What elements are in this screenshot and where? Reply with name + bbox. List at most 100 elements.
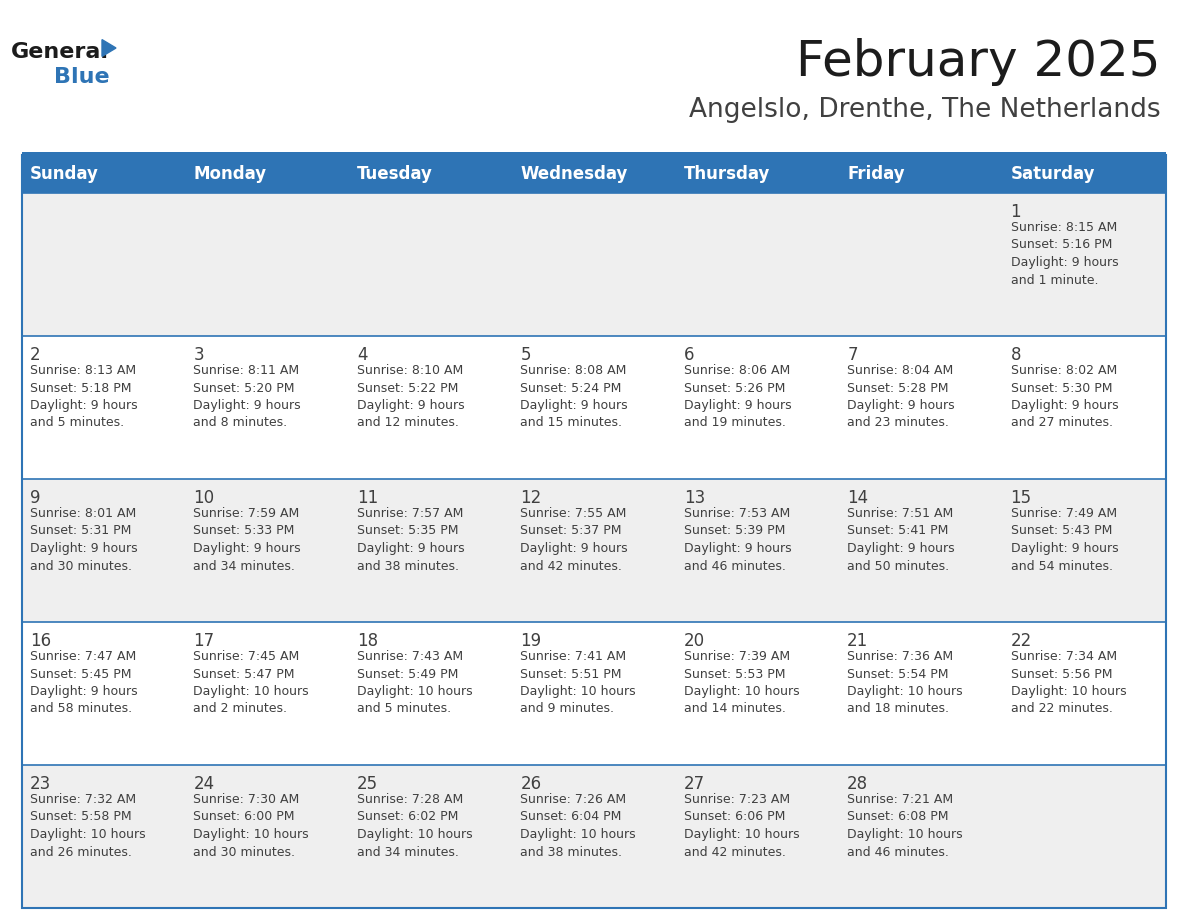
Text: 9: 9 [30,489,40,507]
Text: Sunrise: 7:26 AM
Sunset: 6:04 PM
Daylight: 10 hours
and 38 minutes.: Sunrise: 7:26 AM Sunset: 6:04 PM Dayligh… [520,793,636,858]
Text: 4: 4 [356,346,367,364]
Bar [349,479,512,622]
Bar [23,152,1165,155]
Bar [185,155,349,193]
Text: Sunrise: 7:49 AM
Sunset: 5:43 PM
Daylight: 9 hours
and 54 minutes.: Sunrise: 7:49 AM Sunset: 5:43 PM Dayligh… [1011,507,1118,573]
Text: Sunrise: 7:51 AM
Sunset: 5:41 PM
Daylight: 9 hours
and 50 minutes.: Sunrise: 7:51 AM Sunset: 5:41 PM Dayligh… [847,507,955,573]
Text: Thursday: Thursday [684,165,770,183]
Text: 13: 13 [684,489,704,507]
Text: Sunrise: 8:08 AM
Sunset: 5:24 PM
Daylight: 9 hours
and 15 minutes.: Sunrise: 8:08 AM Sunset: 5:24 PM Dayligh… [520,364,628,430]
Bar [1003,622,1165,765]
Bar [23,622,185,765]
Text: Sunrise: 7:43 AM
Sunset: 5:49 PM
Daylight: 10 hours
and 5 minutes.: Sunrise: 7:43 AM Sunset: 5:49 PM Dayligh… [356,650,473,715]
Text: Blue: Blue [55,67,109,87]
Text: Sunrise: 7:47 AM
Sunset: 5:45 PM
Daylight: 9 hours
and 58 minutes.: Sunrise: 7:47 AM Sunset: 5:45 PM Dayligh… [30,650,138,715]
Text: February 2025: February 2025 [796,38,1161,86]
Bar [23,155,1165,908]
Text: Sunrise: 8:11 AM
Sunset: 5:20 PM
Daylight: 9 hours
and 8 minutes.: Sunrise: 8:11 AM Sunset: 5:20 PM Dayligh… [194,364,301,430]
Bar [839,336,1003,479]
Text: 19: 19 [520,632,542,650]
Text: 18: 18 [356,632,378,650]
Text: Sunrise: 8:10 AM
Sunset: 5:22 PM
Daylight: 9 hours
and 12 minutes.: Sunrise: 8:10 AM Sunset: 5:22 PM Dayligh… [356,364,465,430]
Bar [185,336,349,479]
Text: Friday: Friday [847,165,905,183]
Text: 15: 15 [1011,489,1031,507]
Text: 12: 12 [520,489,542,507]
Text: Sunrise: 8:04 AM
Sunset: 5:28 PM
Daylight: 9 hours
and 23 minutes.: Sunrise: 8:04 AM Sunset: 5:28 PM Dayligh… [847,364,955,430]
Bar [676,622,839,765]
Text: 16: 16 [30,632,51,650]
Text: 22: 22 [1011,632,1032,650]
Bar [349,155,512,193]
Text: Sunrise: 7:36 AM
Sunset: 5:54 PM
Daylight: 10 hours
and 18 minutes.: Sunrise: 7:36 AM Sunset: 5:54 PM Dayligh… [847,650,962,715]
Bar [349,622,512,765]
Text: Monday: Monday [194,165,266,183]
Text: Sunrise: 7:39 AM
Sunset: 5:53 PM
Daylight: 10 hours
and 14 minutes.: Sunrise: 7:39 AM Sunset: 5:53 PM Dayligh… [684,650,800,715]
Text: Sunrise: 7:41 AM
Sunset: 5:51 PM
Daylight: 10 hours
and 9 minutes.: Sunrise: 7:41 AM Sunset: 5:51 PM Dayligh… [520,650,636,715]
Text: 23: 23 [30,775,51,793]
Text: 3: 3 [194,346,204,364]
Text: Wednesday: Wednesday [520,165,627,183]
Text: 27: 27 [684,775,704,793]
Bar [676,479,839,622]
Bar [23,479,185,622]
Text: General: General [11,42,109,62]
Bar [349,765,512,908]
Bar [512,765,676,908]
Bar [1003,155,1165,193]
Text: 24: 24 [194,775,215,793]
Bar [1003,765,1165,908]
Bar [23,193,185,336]
Bar [512,622,676,765]
Bar [23,155,185,193]
Text: Tuesday: Tuesday [356,165,432,183]
Text: Sunrise: 8:13 AM
Sunset: 5:18 PM
Daylight: 9 hours
and 5 minutes.: Sunrise: 8:13 AM Sunset: 5:18 PM Dayligh… [30,364,138,430]
Text: 21: 21 [847,632,868,650]
Text: 2: 2 [30,346,40,364]
Bar [349,336,512,479]
Text: 8: 8 [1011,346,1020,364]
Text: 14: 14 [847,489,868,507]
Bar [185,622,349,765]
Bar [1003,193,1165,336]
Text: 7: 7 [847,346,858,364]
Bar [185,193,349,336]
Bar [512,336,676,479]
Text: 20: 20 [684,632,704,650]
Text: Sunrise: 7:23 AM
Sunset: 6:06 PM
Daylight: 10 hours
and 42 minutes.: Sunrise: 7:23 AM Sunset: 6:06 PM Dayligh… [684,793,800,858]
Text: 25: 25 [356,775,378,793]
Bar [676,336,839,479]
Text: Sunrise: 7:45 AM
Sunset: 5:47 PM
Daylight: 10 hours
and 2 minutes.: Sunrise: 7:45 AM Sunset: 5:47 PM Dayligh… [194,650,309,715]
Text: Sunrise: 7:55 AM
Sunset: 5:37 PM
Daylight: 9 hours
and 42 minutes.: Sunrise: 7:55 AM Sunset: 5:37 PM Dayligh… [520,507,628,573]
Text: 28: 28 [847,775,868,793]
Bar [23,765,185,908]
Text: Sunrise: 8:06 AM
Sunset: 5:26 PM
Daylight: 9 hours
and 19 minutes.: Sunrise: 8:06 AM Sunset: 5:26 PM Dayligh… [684,364,791,430]
Text: 10: 10 [194,489,215,507]
Bar [839,155,1003,193]
Bar [839,193,1003,336]
Bar [839,765,1003,908]
Text: Sunrise: 7:30 AM
Sunset: 6:00 PM
Daylight: 10 hours
and 30 minutes.: Sunrise: 7:30 AM Sunset: 6:00 PM Dayligh… [194,793,309,858]
Bar [839,479,1003,622]
Text: Sunday: Sunday [30,165,99,183]
Bar [1003,479,1165,622]
Text: Sunrise: 7:59 AM
Sunset: 5:33 PM
Daylight: 9 hours
and 34 minutes.: Sunrise: 7:59 AM Sunset: 5:33 PM Dayligh… [194,507,301,573]
Text: Sunrise: 7:21 AM
Sunset: 6:08 PM
Daylight: 10 hours
and 46 minutes.: Sunrise: 7:21 AM Sunset: 6:08 PM Dayligh… [847,793,962,858]
Bar [512,193,676,336]
Text: 17: 17 [194,632,215,650]
Text: Sunrise: 7:28 AM
Sunset: 6:02 PM
Daylight: 10 hours
and 34 minutes.: Sunrise: 7:28 AM Sunset: 6:02 PM Dayligh… [356,793,473,858]
Text: Sunrise: 7:34 AM
Sunset: 5:56 PM
Daylight: 10 hours
and 22 minutes.: Sunrise: 7:34 AM Sunset: 5:56 PM Dayligh… [1011,650,1126,715]
Text: Sunrise: 8:01 AM
Sunset: 5:31 PM
Daylight: 9 hours
and 30 minutes.: Sunrise: 8:01 AM Sunset: 5:31 PM Dayligh… [30,507,138,573]
Bar [185,765,349,908]
Bar [676,155,839,193]
Bar [185,479,349,622]
Text: 11: 11 [356,489,378,507]
Text: Sunrise: 7:53 AM
Sunset: 5:39 PM
Daylight: 9 hours
and 46 minutes.: Sunrise: 7:53 AM Sunset: 5:39 PM Dayligh… [684,507,791,573]
Text: Sunrise: 7:32 AM
Sunset: 5:58 PM
Daylight: 10 hours
and 26 minutes.: Sunrise: 7:32 AM Sunset: 5:58 PM Dayligh… [30,793,146,858]
Text: Saturday: Saturday [1011,165,1095,183]
Bar [676,765,839,908]
Bar [1003,336,1165,479]
Text: Sunrise: 8:15 AM
Sunset: 5:16 PM
Daylight: 9 hours
and 1 minute.: Sunrise: 8:15 AM Sunset: 5:16 PM Dayligh… [1011,221,1118,286]
Text: 1: 1 [1011,203,1022,221]
Bar [23,336,185,479]
